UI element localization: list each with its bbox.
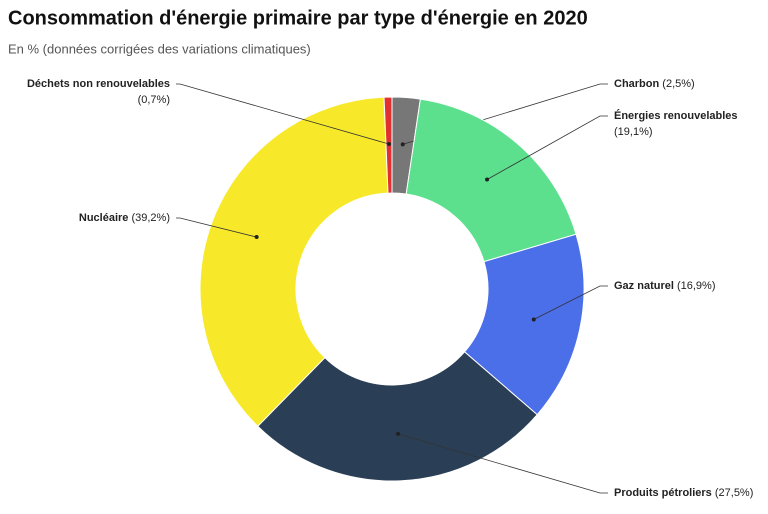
slice-label: Énergies renouvelables [614,109,738,122]
leader-line [397,433,608,494]
slice-label: Produits pétroliers [614,487,712,499]
leader-dot [400,142,405,147]
leader-dot [485,177,490,182]
value-label: (39,2%) [131,212,170,224]
value-label: (2,5%) [662,78,694,90]
slice-label-group: Gaz naturel (16,9%) [614,280,716,292]
value-label: (0,7%) [138,94,170,106]
leader-line [486,115,608,180]
leader-line [176,217,257,238]
slice-label-group: Nucléaire (39,2%) [79,212,170,224]
leader-line [176,83,390,145]
value-label: (27,5%) [715,487,754,499]
leader-line [533,285,608,320]
donut-slice [405,98,577,263]
slice-label-group: Produits pétroliers (27,5%) [614,487,753,499]
donut-slice [199,96,389,427]
value-label: (16,9%) [677,280,716,292]
leader-dot [396,431,401,436]
slice-label: Charbon [614,78,660,90]
slice-label: Déchets non renouvelables [27,78,170,90]
leader-dot [254,235,259,240]
slice-label-group: Charbon (2,5%) [614,78,695,90]
donut-slice [257,351,538,482]
slice-label: Nucléaire [79,212,129,224]
leader-dot [386,142,391,147]
donut-slice [463,233,585,416]
value-label: (19,1%) [614,126,653,138]
leader-dot [531,317,536,322]
chart-title: Consommation d'énergie primaire par type… [8,7,588,29]
slice-label: Gaz naturel [614,280,674,292]
chart-subtitle: En % (données corrigées des variations c… [8,41,311,56]
